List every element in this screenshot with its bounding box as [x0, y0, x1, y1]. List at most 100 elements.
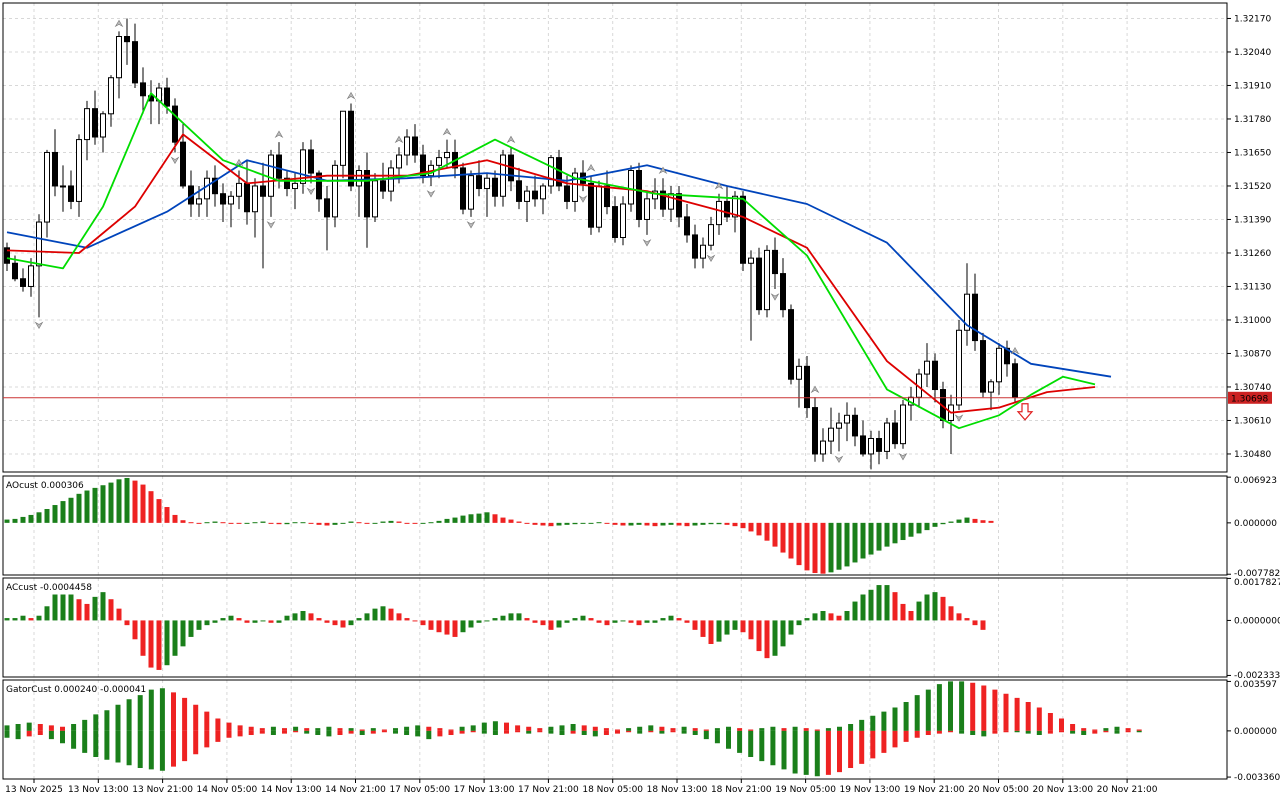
- candle[interactable]: [900, 399, 906, 449]
- candle[interactable]: [28, 258, 34, 297]
- candle[interactable]: [348, 103, 354, 192]
- candle[interactable]: [340, 110, 346, 179]
- gator-pane[interactable]: GatorCust 0.000240 -0.000041: [4, 681, 1142, 777]
- price-pane[interactable]: [3, 18, 1227, 470]
- candle[interactable]: [252, 178, 258, 238]
- candle[interactable]: [572, 167, 578, 212]
- candle[interactable]: [220, 183, 226, 223]
- candle[interactable]: [300, 142, 306, 194]
- candle[interactable]: [596, 180, 602, 233]
- candle[interactable]: [548, 155, 554, 194]
- candle[interactable]: [1012, 358, 1018, 403]
- ao-pane[interactable]: AOcust 0.000306: [4, 477, 994, 574]
- candle[interactable]: [804, 356, 810, 418]
- candle[interactable]: [108, 75, 114, 127]
- candle[interactable]: [68, 170, 74, 210]
- candle[interactable]: [76, 134, 82, 217]
- candle[interactable]: [92, 90, 98, 145]
- candle[interactable]: [884, 417, 890, 460]
- candle[interactable]: [748, 250, 754, 341]
- candle[interactable]: [724, 185, 730, 223]
- candle[interactable]: [212, 165, 218, 207]
- candle[interactable]: [668, 185, 674, 223]
- candle[interactable]: [524, 185, 530, 223]
- candle[interactable]: [52, 129, 58, 197]
- candle[interactable]: [996, 343, 1002, 395]
- candle[interactable]: [812, 397, 818, 462]
- candle[interactable]: [324, 185, 330, 251]
- candle[interactable]: [468, 170, 474, 217]
- candle[interactable]: [84, 100, 90, 161]
- candle[interactable]: [4, 242, 10, 271]
- candle[interactable]: [780, 258, 786, 318]
- candle[interactable]: [612, 196, 618, 243]
- candle[interactable]: [820, 428, 826, 462]
- candle[interactable]: [516, 167, 522, 210]
- candle[interactable]: [604, 170, 610, 215]
- candle[interactable]: [756, 247, 762, 315]
- candle[interactable]: [140, 67, 146, 114]
- candle[interactable]: [444, 139, 450, 168]
- candle[interactable]: [20, 268, 26, 292]
- candle[interactable]: [860, 420, 866, 457]
- candle[interactable]: [844, 402, 850, 442]
- candle[interactable]: [132, 23, 138, 89]
- candle[interactable]: [100, 111, 106, 153]
- candle[interactable]: [60, 165, 66, 212]
- ac-pane[interactable]: ACcust -0.0004458: [4, 583, 986, 670]
- candle[interactable]: [700, 237, 706, 269]
- candle[interactable]: [332, 160, 338, 228]
- candle[interactable]: [404, 129, 410, 166]
- candle[interactable]: [692, 224, 698, 269]
- candle[interactable]: [364, 152, 370, 248]
- candle[interactable]: [540, 183, 546, 215]
- candle[interactable]: [764, 245, 770, 318]
- candle[interactable]: [828, 407, 834, 454]
- candle[interactable]: [620, 196, 626, 246]
- candle[interactable]: [36, 214, 42, 318]
- candle[interactable]: [876, 430, 882, 465]
- candle[interactable]: [228, 191, 234, 228]
- candle[interactable]: [268, 149, 274, 217]
- candle[interactable]: [380, 162, 386, 199]
- candle[interactable]: [796, 358, 802, 408]
- candle[interactable]: [740, 191, 746, 271]
- candle[interactable]: [836, 412, 842, 452]
- candle[interactable]: [980, 332, 986, 398]
- candle[interactable]: [852, 407, 858, 447]
- candle[interactable]: [124, 18, 130, 65]
- candle[interactable]: [356, 165, 362, 217]
- candle[interactable]: [932, 353, 938, 403]
- candle[interactable]: [636, 162, 642, 228]
- candle[interactable]: [988, 379, 994, 411]
- candle[interactable]: [476, 160, 482, 197]
- candle[interactable]: [284, 170, 290, 197]
- candle[interactable]: [172, 98, 178, 153]
- candle[interactable]: [972, 273, 978, 351]
- candle[interactable]: [44, 149, 50, 238]
- candle[interactable]: [492, 170, 498, 207]
- candle[interactable]: [116, 31, 122, 99]
- candle[interactable]: [644, 191, 650, 235]
- candle[interactable]: [868, 430, 874, 470]
- candle[interactable]: [892, 410, 898, 449]
- candle[interactable]: [788, 304, 794, 385]
- candle[interactable]: [532, 175, 538, 207]
- candle[interactable]: [684, 204, 690, 243]
- candle[interactable]: [436, 149, 442, 179]
- candle[interactable]: [460, 162, 466, 215]
- candle[interactable]: [588, 175, 594, 235]
- candle[interactable]: [956, 319, 962, 411]
- candle[interactable]: [676, 185, 682, 228]
- candle[interactable]: [716, 193, 722, 235]
- candle[interactable]: [412, 124, 418, 163]
- candle[interactable]: [924, 343, 930, 387]
- candle[interactable]: [772, 237, 778, 290]
- candle[interactable]: [708, 216, 714, 251]
- candle[interactable]: [372, 173, 378, 223]
- candle[interactable]: [260, 162, 266, 269]
- candle[interactable]: [964, 263, 970, 346]
- candle[interactable]: [484, 173, 490, 217]
- candle[interactable]: [660, 178, 666, 217]
